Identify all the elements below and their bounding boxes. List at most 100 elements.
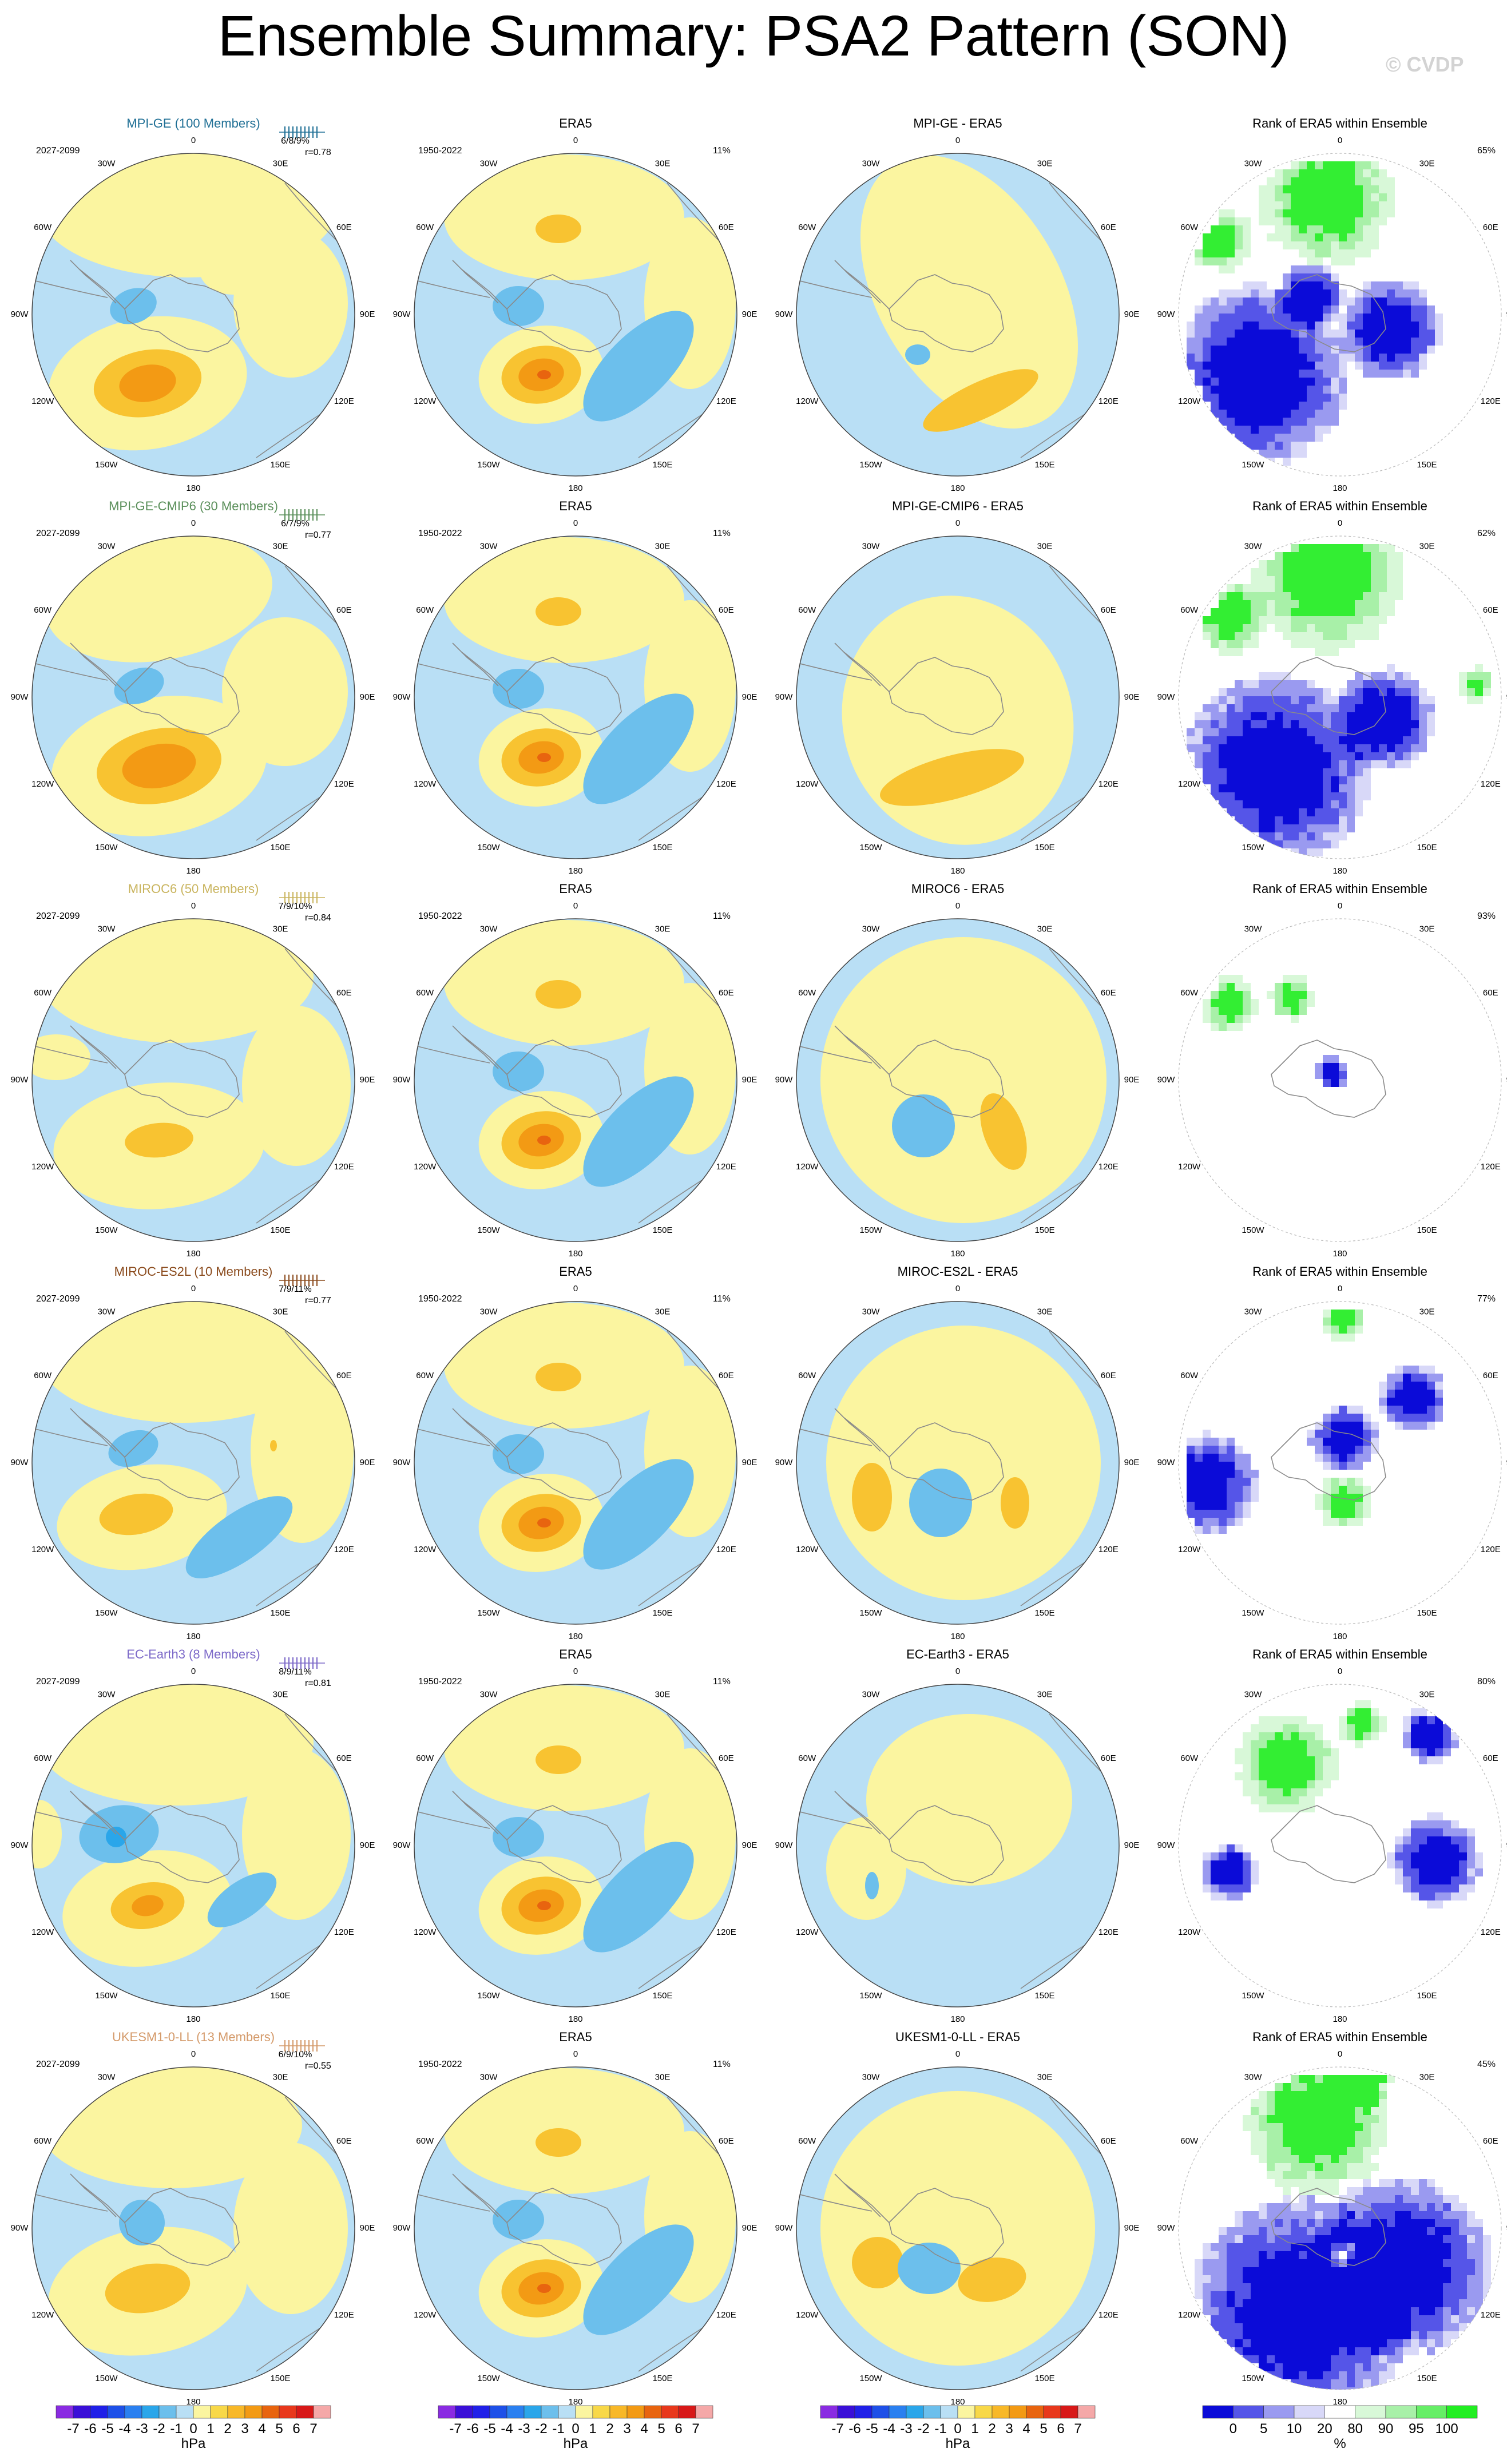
model-map-3-lon-label-0: 0 [191, 1284, 196, 1293]
rank-map-5-cell [1339, 2219, 1347, 2227]
rank-map-3-cell [1323, 1310, 1331, 1318]
model-map-1-lon-label-0: 0 [191, 518, 196, 528]
rank-map-0-cell [1307, 354, 1315, 362]
rank-map-1-cell [1339, 592, 1347, 600]
rank-map-2-cell [1219, 983, 1227, 991]
rank-map-0-cell [1211, 305, 1219, 314]
diff-map-1-antarctica-outline [889, 657, 1004, 735]
rank-map-4-cell [1427, 1892, 1435, 1900]
rank-map-5-cell [1411, 2235, 1419, 2243]
rank-map-5-cell [1403, 2291, 1411, 2299]
rank-map-5-cell [1475, 2299, 1483, 2307]
rank-map-0-cell [1307, 289, 1315, 297]
rank-map-1-cell [1235, 640, 1243, 648]
rank-map-5-cell [1371, 2363, 1379, 2371]
model-map-2-africa-outline [284, 948, 337, 1006]
rank-map-5-cell [1283, 2339, 1291, 2347]
rank-map-5-cell [1291, 2171, 1299, 2179]
rank-map-1-cell [1379, 592, 1387, 600]
rank-map-4-cell [1355, 1724, 1363, 1732]
rank-map-0-cell [1411, 314, 1419, 322]
rank-map-5-cell [1427, 2235, 1435, 2243]
rank-map-1-cell [1259, 576, 1267, 584]
rank-map-5-cell [1443, 2267, 1451, 2275]
rank-map-2-cell [1219, 1015, 1227, 1023]
rank-map-1-cell [1259, 776, 1267, 784]
rank-map-5-cell [1371, 2091, 1379, 2099]
rank-map-1-cell [1363, 720, 1371, 728]
rank-map-5-cell [1347, 2219, 1355, 2227]
rank-map-5-cell [1315, 2363, 1323, 2371]
rank-map-5-cell [1331, 2371, 1339, 2379]
rank-map-2-cell [1211, 1007, 1219, 1015]
rank-map-5-cell [1467, 2283, 1475, 2291]
rank-map-0-cell [1227, 241, 1235, 249]
rank-map-3-cell [1363, 1502, 1371, 1510]
rank-map-5-cell [1411, 2339, 1419, 2347]
rank-map-5-cell [1371, 2307, 1379, 2315]
rank-map-4-cell [1451, 1820, 1459, 1828]
diff-map-3-antarctica-outline [889, 1422, 1004, 1501]
rank-map-0-cell [1203, 330, 1211, 338]
colorbar-hpa-tick-1-10: 3 [623, 2421, 630, 2437]
rank-map-5-cell [1251, 2283, 1259, 2291]
rank-map-4-cell [1419, 1876, 1427, 1884]
rank-map-0-cell [1227, 330, 1235, 338]
rank-map-4-cell [1387, 1860, 1395, 1868]
rank-map-1-cell [1323, 808, 1331, 816]
rank-map-4-cell [1243, 1732, 1251, 1740]
rank-map-0-cell [1251, 418, 1259, 426]
rank-map-3-cell [1435, 1374, 1443, 1382]
rank-map-0-cell [1379, 177, 1387, 185]
rank-map-0-cell [1315, 418, 1323, 426]
rank-map-3-cell [1187, 1478, 1195, 1486]
rank-map-0-cell [1339, 241, 1347, 249]
rank-map-0-cell [1259, 378, 1267, 386]
rank-map-1-cell [1203, 768, 1211, 776]
rank-map-0-cell [1243, 289, 1251, 297]
rank-map-1-cell [1387, 720, 1395, 728]
rank-map-1-cell [1243, 624, 1251, 632]
rank-map-5-cell [1331, 2243, 1339, 2251]
rank-map-5-cell [1291, 2107, 1299, 2115]
rank-map-4-cell [1291, 1804, 1299, 1812]
rank-map-5-cell [1291, 2283, 1299, 2291]
colorbar-hpa-tick-1-7: 0 [572, 2421, 579, 2437]
rank-map-1-cell [1259, 784, 1267, 792]
rank-map-0-cell [1203, 322, 1211, 330]
rank-map-0-cell [1243, 434, 1251, 442]
colorbar-hpa-tick-0-7: 0 [189, 2421, 197, 2437]
model-map-4-peninsula-outline [70, 1791, 125, 1840]
rank-map-5-cell [1227, 2227, 1235, 2235]
era5-map-5-antarctica-outline [506, 2188, 622, 2266]
rank-map-1-cell [1211, 696, 1219, 704]
rank-map-4-cell [1299, 1788, 1307, 1796]
rank-map-0-cell [1291, 265, 1299, 273]
rank-map-5-cell [1459, 2291, 1467, 2299]
diff-map-4-border [796, 1684, 1120, 2007]
rank-map-0-cell [1291, 161, 1299, 169]
rank-map-2-cell [1339, 1079, 1347, 1087]
rank-map-5-cell [1483, 2267, 1491, 2275]
diff-map-0-contour-2 [905, 344, 930, 365]
rank-map-0-cell [1195, 249, 1203, 257]
model-map-4-contour-7 [32, 1800, 62, 1868]
rank-map-5-cell [1283, 2083, 1291, 2091]
diff-map-3-lon-label-1: 30E [1037, 1307, 1053, 1317]
rank-map-0-cell [1275, 346, 1283, 354]
rank-map-5-cell [1315, 2275, 1323, 2283]
rank-map-1-cell [1387, 576, 1395, 584]
rank-map-0-cell [1395, 322, 1403, 330]
diff-map-2-peninsula-outline [834, 1025, 890, 1075]
rank-map-0-cell [1227, 394, 1235, 402]
rank-map-4-cell [1283, 1756, 1291, 1764]
model-map-4-contour-6 [106, 1827, 126, 1847]
rank-map-5-cell [1299, 2187, 1307, 2195]
era5-map-1-lon-label-11: 30W [480, 542, 498, 551]
rank-map-3-cell [1323, 1518, 1331, 1526]
rank-map-1-cell [1219, 592, 1227, 600]
model-years-5: 2027-2099 [36, 2060, 80, 2069]
colorbar-hpa-swatch-2-5 [906, 2405, 924, 2419]
rank-map-0-cell [1267, 201, 1275, 209]
rank-map-5-cell [1387, 2211, 1395, 2219]
